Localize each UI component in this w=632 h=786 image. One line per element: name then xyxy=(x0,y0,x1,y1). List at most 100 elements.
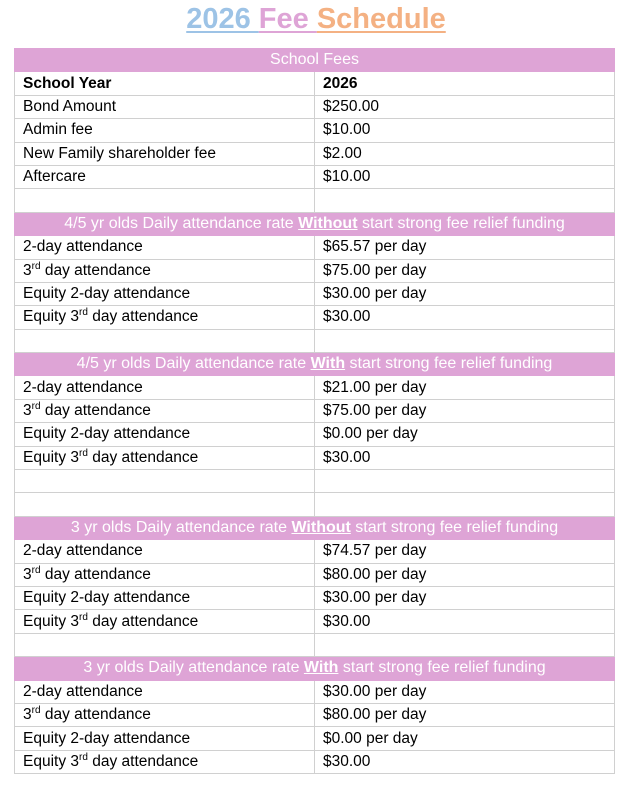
table-row: 2-day attendance $30.00 per day xyxy=(14,679,615,704)
table-row: Equity 2-day attendance $0.00 per day xyxy=(14,726,615,751)
rate-value: $80.00 per day xyxy=(314,562,615,587)
fee-value: $10.00 xyxy=(314,164,615,190)
table-row: Equity 2-day attendance $30.00 per day xyxy=(14,281,615,307)
rate-value: $30.00 per day xyxy=(314,679,615,704)
section-header-cell: 3 yr olds Daily attendance rate Without … xyxy=(14,515,615,541)
section-header-cell: 4/5 yr olds Daily attendance rate Withou… xyxy=(14,211,615,237)
header-text: start strong fee relief funding xyxy=(345,355,553,373)
rate-value: $65.57 per day xyxy=(314,235,615,260)
header-text: 4/5 yr olds Daily attendance rate xyxy=(76,355,311,373)
label-text: 3 xyxy=(23,261,32,279)
rate-label: 2-day attendance xyxy=(14,235,315,260)
fee-label: Bond Amount xyxy=(14,94,315,120)
rate-value: $80.00 per day xyxy=(314,702,615,728)
label-text: day attendance xyxy=(40,261,151,279)
label-text: 2-day attendance xyxy=(23,542,143,560)
header-text: School Fees xyxy=(270,51,359,69)
rate-label: 2-day attendance xyxy=(14,539,315,564)
ordinal-suffix: rd xyxy=(31,704,41,716)
section-header-cell: School Fees xyxy=(14,47,615,73)
label-text: Equity 3 xyxy=(23,308,80,326)
header-text: Without xyxy=(298,214,358,232)
blank-cell xyxy=(14,469,315,494)
section-header: School Fees xyxy=(14,47,615,73)
rate-label: 3rd day attendance xyxy=(14,398,315,424)
rate-value: $30.00 xyxy=(314,305,615,330)
label-text: Equity 2-day attendance xyxy=(23,729,191,747)
page-title: 2026 Fee Schedule xyxy=(0,0,632,38)
header-text: start strong fee relief funding xyxy=(350,519,559,536)
section-header: 3 yr olds Daily attendance rate Without … xyxy=(14,515,615,541)
section-header-cell: 3 yr olds Daily attendance rate With sta… xyxy=(14,656,615,681)
label-text: day attendance xyxy=(87,752,199,770)
fee-schedule-table: School Fees School Year 2026 Bond Amount $25… xyxy=(14,47,615,775)
table-row: Admin fee $10.00 xyxy=(14,118,615,143)
table-row: Equity 2-day attendance $30.00 per day xyxy=(14,585,615,611)
rate-label: Equity 3rd day attendance xyxy=(14,305,315,330)
blank-cell xyxy=(14,492,315,517)
table-row: New Family shareholder fee $2.00 xyxy=(14,141,615,166)
header-text: 3 yr olds Daily attendance rate xyxy=(83,659,304,677)
blank-cell xyxy=(314,328,615,354)
table-row: 3rd day attendance $75.00 per day xyxy=(14,398,615,424)
rate-value: $0.00 per day xyxy=(314,422,615,447)
label-text: day attendance xyxy=(87,612,199,630)
fee-label: Aftercare xyxy=(14,164,315,190)
label-text: day attendance xyxy=(40,706,151,724)
rate-value: $30.00 per day xyxy=(314,585,615,611)
rate-value: $74.57 per day xyxy=(314,539,615,564)
table-row: Equity 3rd day attendance $30.00 xyxy=(14,609,615,634)
blank-row xyxy=(14,492,615,517)
rate-value: $21.00 per day xyxy=(314,375,615,400)
blank-cell xyxy=(314,469,615,494)
ordinal-suffix: rd xyxy=(31,400,41,412)
header-text: start strong fee relief funding xyxy=(338,659,546,677)
label-text: Equity 3 xyxy=(23,612,80,630)
table-row: 3rd day attendance $75.00 per day xyxy=(14,258,615,283)
section-header: 4/5 yr olds Daily attendance rate Withou… xyxy=(14,211,615,237)
label-text: day attendance xyxy=(87,308,199,326)
rate-value: $75.00 per day xyxy=(314,398,615,424)
label-text: day attendance xyxy=(40,565,151,583)
section-header: 4/5 yr olds Daily attendance rate With s… xyxy=(14,352,615,377)
ordinal-suffix: rd xyxy=(79,447,88,459)
fee-value: $10.00 xyxy=(314,118,615,143)
blank-cell xyxy=(14,328,315,354)
header-text: With xyxy=(303,659,339,677)
label-text: Equity 2-day attendance xyxy=(23,425,191,443)
label-text: Equity 3 xyxy=(23,752,80,770)
rate-label: Equity 2-day attendance xyxy=(14,422,315,447)
rate-label: 3rd day attendance xyxy=(14,258,315,283)
header-text: With xyxy=(310,355,346,373)
section-header: 3 yr olds Daily attendance rate With sta… xyxy=(14,656,615,681)
rate-label: Equity 3rd day attendance xyxy=(14,749,315,775)
label-text: 3 xyxy=(23,402,32,420)
ordinal-suffix: rd xyxy=(79,751,88,763)
column-header: 2026 xyxy=(314,71,615,96)
table-row: 2-day attendance $21.00 per day xyxy=(14,375,615,400)
table-row: 2-day attendance $74.57 per day xyxy=(14,539,615,564)
table-row: School Year 2026 xyxy=(14,71,615,96)
label-text: 2-day attendance xyxy=(23,238,143,256)
table-row: 3rd day attendance $80.00 per day xyxy=(14,562,615,587)
table-row: 2-day attendance $65.57 per day xyxy=(14,235,615,260)
rate-value: $0.00 per day xyxy=(314,726,615,751)
blank-cell xyxy=(314,632,615,658)
ordinal-suffix: rd xyxy=(31,260,41,272)
title-part: Schedule xyxy=(316,3,446,35)
label-text: day attendance xyxy=(40,402,151,420)
blank-cell xyxy=(14,632,315,658)
rate-label: Equity 2-day attendance xyxy=(14,585,315,611)
title-part: Fee xyxy=(258,3,317,35)
label-text: Equity 3 xyxy=(23,448,80,466)
label-text: 3 xyxy=(23,565,32,583)
column-header: School Year xyxy=(14,71,315,96)
fee-value: $2.00 xyxy=(314,141,615,166)
header-text: 4/5 yr olds Daily attendance rate xyxy=(64,214,299,232)
table-row: Bond Amount $250.00 xyxy=(14,94,615,120)
rate-value: $30.00 per day xyxy=(314,281,615,307)
blank-row xyxy=(14,328,615,354)
rate-value: $30.00 xyxy=(314,749,615,775)
table-row: Aftercare $10.00 xyxy=(14,164,615,190)
label-text: 2-day attendance xyxy=(23,682,143,700)
